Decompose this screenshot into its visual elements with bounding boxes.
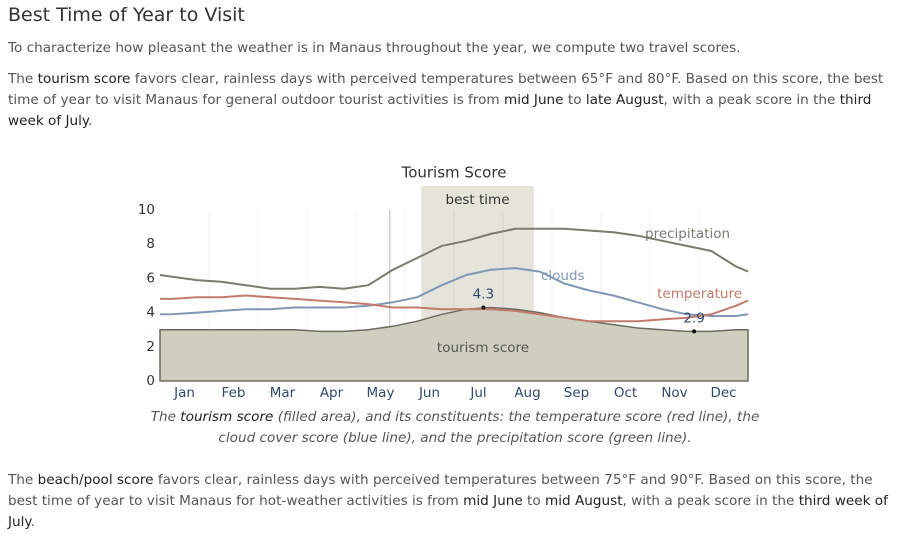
best-time-label: best time xyxy=(446,192,510,208)
line xyxy=(159,227,749,290)
annotation-dot xyxy=(692,329,697,334)
y-tick-label: 6 xyxy=(146,270,155,286)
x-tick-label: Aug xyxy=(514,385,540,401)
series-label: temperature xyxy=(657,286,742,302)
area xyxy=(159,306,749,382)
text: to xyxy=(522,493,545,509)
paragraph: The tourism score favors clear, rainless… xyxy=(8,69,898,132)
text: to xyxy=(563,92,586,108)
text: favors clear, rainless days with perceiv… xyxy=(8,472,873,509)
line xyxy=(160,267,749,317)
x-tick-label: Dec xyxy=(710,385,736,401)
text: The xyxy=(8,71,38,87)
emphasis: mid June xyxy=(503,92,564,108)
text: , with a peak score in the xyxy=(622,493,799,509)
x-tick-label: Oct xyxy=(614,385,637,401)
x-tick-label: Apr xyxy=(320,385,344,401)
annotation-label: 2.9 xyxy=(683,310,704,326)
y-tick-label: 0 xyxy=(146,373,155,389)
caption: The tourism score (filled area), and its… xyxy=(140,407,770,449)
text: , with a peak score in the xyxy=(663,92,840,108)
x-tick-label: Mar xyxy=(270,385,296,401)
heading: Best Time of Year to Visit xyxy=(8,4,245,26)
emphasis: tourism score xyxy=(37,71,131,87)
x-tick-label: Jun xyxy=(418,385,440,401)
emphasis: late August xyxy=(585,92,664,108)
intro: To characterize how pleasant the weather… xyxy=(8,40,741,56)
emphasis: mid August xyxy=(544,493,623,509)
line xyxy=(160,294,749,323)
x-tick-label: Jan xyxy=(173,385,195,401)
x-tick-label: May xyxy=(367,385,395,401)
series-label: tourism score xyxy=(437,340,529,356)
text: The xyxy=(8,472,38,488)
series-label: precipitation xyxy=(645,226,730,242)
emphasis: beach/pool score xyxy=(37,472,154,488)
emphasis: mid June xyxy=(463,493,523,509)
annotation-label: 4.3 xyxy=(473,286,494,302)
text: . xyxy=(30,514,35,530)
paragraph: The beach/pool score favors clear, rainl… xyxy=(8,470,898,533)
x-tick-label: Nov xyxy=(661,385,687,401)
annotation-dot xyxy=(481,305,486,310)
emphasis: third week of July xyxy=(8,92,872,129)
text: . xyxy=(87,113,93,129)
text: The xyxy=(150,409,181,425)
x-tick-label: Feb xyxy=(222,385,246,401)
y-tick-label: 2 xyxy=(146,339,155,355)
chart: Tourism Score best time 0 2 4 6 8 10 Jan Feb Mar Ap… xyxy=(138,164,749,401)
text: (filled area), and its constituents: the… xyxy=(218,409,760,446)
y-tick-label: 4 xyxy=(146,305,155,321)
emphasis: tourism score xyxy=(180,409,274,425)
text: favors clear, rainless days with perceiv… xyxy=(8,71,884,108)
series-label: clouds xyxy=(541,268,585,284)
x-tick-label: Sep xyxy=(564,385,589,401)
x-tick-label: Jul xyxy=(469,385,486,401)
y-tick-label: 10 xyxy=(138,202,155,218)
emphasis: third week of July xyxy=(8,493,888,530)
chart-title: Tourism Score xyxy=(401,164,507,182)
y-tick-label: 8 xyxy=(146,236,155,252)
